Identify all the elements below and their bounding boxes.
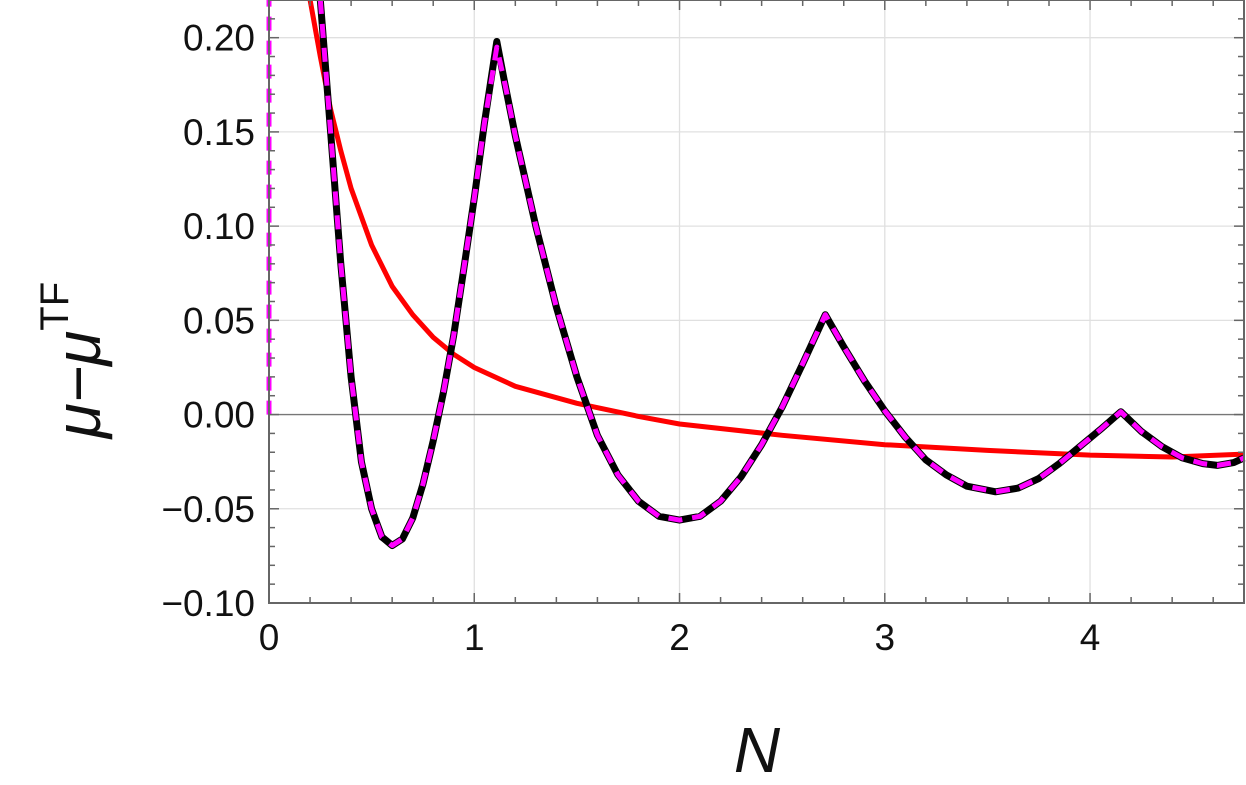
y-axis-label-main: μ−μ [42, 331, 114, 441]
y-tick-label: −0.05 [161, 489, 255, 530]
tick-layer [268, 0, 1244, 604]
series-layer [266, 0, 1246, 549]
y-axis-label: μ−μTF [33, 282, 114, 440]
y-tick-label: 0.00 [183, 395, 255, 436]
y-axis-label-superscript: TF [33, 282, 77, 331]
y-tick-label: 0.05 [183, 300, 255, 341]
x-tick-label: 4 [1080, 617, 1101, 658]
x-tick-label: 2 [669, 617, 690, 658]
series-line-2 [317, 0, 1246, 548]
y-axis-label-group: μ−μTF [33, 282, 114, 440]
tick-labels: 0 1 2 3 4 −0.10 −0.05 0.00 0.05 0.10 0.15 0.20 [161, 18, 1100, 658]
x-tick-label: 0 [259, 617, 280, 658]
y-tick-label: 0.20 [183, 18, 255, 59]
series-line-0 [307, 0, 1245, 460]
y-tick-label: 0.10 [183, 206, 255, 247]
series-line-1 [316, 0, 1246, 549]
x-axis-label: N [734, 714, 781, 785]
x-tick-label: 3 [875, 617, 896, 658]
y-tick-label: 0.15 [183, 112, 255, 153]
y-tick-label: −0.10 [161, 583, 255, 624]
x-tick-label: 1 [464, 617, 485, 658]
